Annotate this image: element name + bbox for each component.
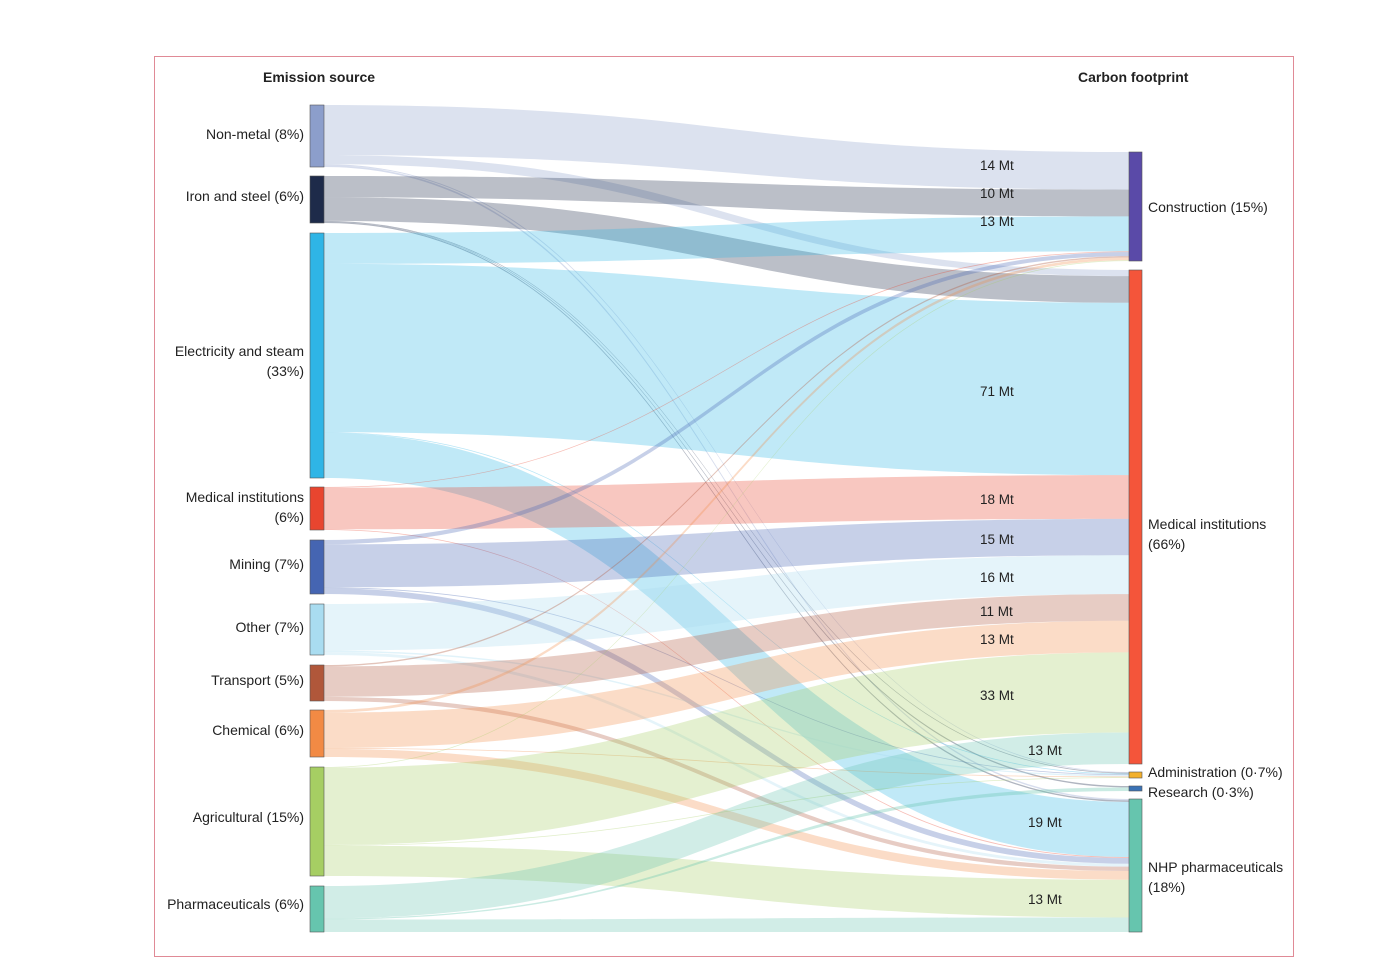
source-node-transport <box>309 664 325 702</box>
flow-other-to-admin <box>324 650 1129 777</box>
source-label-other: Other (7%) <box>235 619 304 635</box>
flow-label: 15 Mt <box>980 532 1014 547</box>
flow-agri-to-nhp <box>324 845 1129 918</box>
flow-iron-to-construction <box>324 176 1129 217</box>
flow-transport-to-medical <box>324 594 1129 697</box>
flow-chemical-to-nhp <box>324 748 1129 880</box>
flow-nonmetal-to-medical <box>324 155 1129 277</box>
target-node-admin <box>1128 771 1143 779</box>
source-node-other <box>309 603 325 656</box>
flow-label: 13 Mt <box>1028 743 1062 758</box>
flow-mining-to-construction <box>324 252 1129 545</box>
flow-label: 11 Mt <box>980 604 1013 619</box>
flow-chemical-to-medical <box>324 620 1129 749</box>
flow-label: 18 Mt <box>980 492 1014 507</box>
flow-label: 16 Mt <box>980 570 1014 585</box>
source-node-chemical <box>309 709 325 758</box>
flow-elec-to-admin <box>324 432 1129 775</box>
flow-medsrc-to-nhp <box>324 529 1129 858</box>
header-emission-source: Emission source <box>263 69 376 85</box>
flow-elec-to-nhp <box>324 432 1129 858</box>
target-node-research <box>1128 785 1143 792</box>
target-label-nhp: NHP pharmaceuticals (18%) <box>1148 859 1284 895</box>
flow-pharma-to-medical <box>324 732 1129 919</box>
flow-label: 33 Mt <box>980 688 1014 703</box>
flow-chemical-to-construction <box>324 257 1129 713</box>
flow-medsrc-to-medical <box>324 475 1129 530</box>
flow-pharma-to-nhp <box>324 917 1129 932</box>
flow-label: 13 Mt <box>980 632 1014 647</box>
source-node-iron <box>309 175 325 224</box>
source-label-transport: Transport (5%) <box>211 672 304 688</box>
flow-agri-to-admin <box>324 777 1129 846</box>
source-label-iron: Iron and steel (6%) <box>185 188 304 204</box>
flow-label: 19 Mt <box>1028 815 1062 830</box>
flow-other-to-nhp <box>324 652 1129 867</box>
flow-elec-to-medical <box>324 263 1129 476</box>
flow-chemical-to-admin <box>324 748 1129 778</box>
header-carbon-footprint: Carbon footprint <box>1078 69 1189 85</box>
source-node-elec <box>309 232 325 479</box>
flow-mining-to-medical <box>324 518 1129 588</box>
target-node-construction <box>1128 151 1143 262</box>
flow-nonmetal-to-construction <box>324 105 1129 190</box>
flow-iron-to-medical <box>324 197 1129 303</box>
flow-iron-to-nhp <box>324 221 1129 802</box>
target-label-admin: Administration (0·7%) <box>1148 764 1283 780</box>
source-label-pharma: Pharmaceuticals (6%) <box>167 896 304 912</box>
target-node-medical <box>1128 269 1143 765</box>
flow-mining-to-admin <box>324 587 1129 776</box>
source-label-nonmetal: Non-metal (8%) <box>205 126 304 142</box>
source-label-mining: Mining (7%) <box>229 556 304 572</box>
flow-iron-to-admin <box>324 220 1129 774</box>
source-label-elec: Electricity and steam (33%) <box>174 343 304 379</box>
flow-pharma-to-research <box>324 787 1129 920</box>
flow-transport-to-nhp <box>324 696 1129 872</box>
flow-label: 14 Mt <box>980 158 1014 173</box>
source-label-medsrc: Medical institutions (6%) <box>185 489 304 525</box>
flow-mining-to-nhp <box>324 588 1129 864</box>
source-node-pharma <box>309 885 325 933</box>
flows-group <box>324 105 1129 932</box>
source-label-chemical: Chemical (6%) <box>212 722 304 738</box>
nodes-group <box>309 104 1143 933</box>
source-node-nonmetal <box>309 104 325 168</box>
target-label-construction: Construction (15%) <box>1148 199 1268 215</box>
flow-label: 13 Mt <box>980 214 1014 229</box>
figure-frame <box>154 56 1294 957</box>
flow-label: 13 Mt <box>1028 892 1062 907</box>
flow-iron-to-research <box>324 221 1129 788</box>
flow-nonmetal-to-admin <box>324 164 1129 773</box>
flow-agri-to-medical <box>324 652 1129 845</box>
flow-label: 10 Mt <box>980 186 1014 201</box>
source-node-agri <box>309 766 325 877</box>
target-label-medical: Medical institutions (66%) <box>1148 516 1267 552</box>
flow-label: 71 Mt <box>980 384 1014 399</box>
target-node-nhp <box>1128 798 1143 933</box>
flow-medsrc-to-construction <box>324 251 1129 488</box>
flow-elec-to-construction <box>324 216 1129 264</box>
flow-other-to-medical <box>324 555 1129 651</box>
flow-nonmetal-to-nhp <box>324 165 1129 801</box>
source-node-mining <box>309 539 325 595</box>
flow-agri-to-construction <box>324 260 1129 768</box>
flow-transport-to-construction <box>324 256 1129 667</box>
target-label-research: Research (0·3%) <box>1148 784 1254 800</box>
source-node-medsrc <box>309 486 325 531</box>
source-label-agri: Agricultural (15%) <box>192 809 304 825</box>
